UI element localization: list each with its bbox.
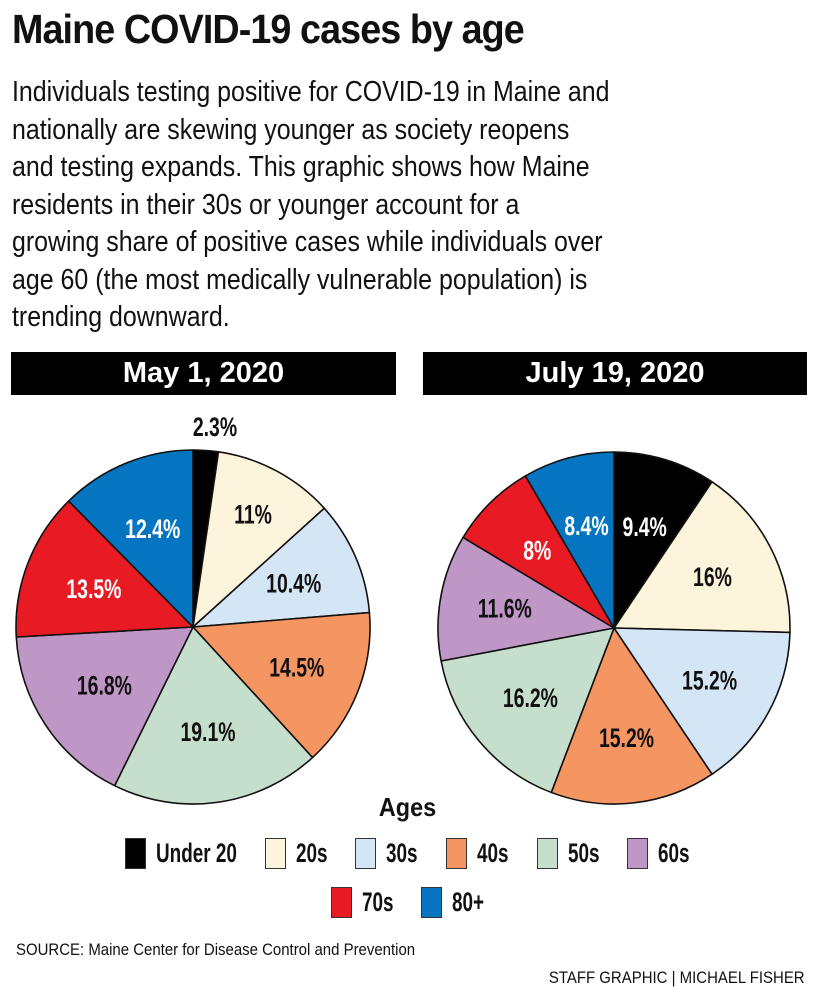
legend-item-30s: 30s xyxy=(355,838,418,869)
legend-row: 70s 80+ xyxy=(0,887,815,918)
pie-slice-80- xyxy=(67,449,194,628)
legend-label: 60s xyxy=(658,838,690,868)
legend-item-20s: 20s xyxy=(264,838,328,869)
pie-slice-20s xyxy=(613,481,791,634)
source-note: SOURCE: Maine Center for Disease Control… xyxy=(16,940,416,959)
pie-title-may: May 1, 2020 xyxy=(11,352,396,395)
pie-slice-50s xyxy=(113,626,314,805)
pie-slice-label: 9.4% xyxy=(623,512,667,542)
pie-slice-label: 15.2% xyxy=(599,723,654,753)
description-line: and testing expands. This graphic shows … xyxy=(12,151,590,183)
pie-slice-40s xyxy=(550,627,713,805)
legend-item-60s: 60s xyxy=(627,838,690,869)
pie-slice-label: 16.2% xyxy=(503,683,558,713)
legend-swatch xyxy=(330,887,352,918)
legend-item-80-: 80+ xyxy=(421,887,484,918)
legend-item-50s: 50s xyxy=(536,838,600,869)
pie-slice-label: 11% xyxy=(234,499,272,529)
legend-swatch xyxy=(627,838,649,869)
chart-description: Individuals testing positive for COVID-1… xyxy=(12,74,700,337)
pie-slice-80- xyxy=(524,451,615,629)
legend-item-under-20: Under 20 xyxy=(125,838,238,869)
pie-slice-label: 16% xyxy=(693,562,732,592)
legend-item-70s: 70s xyxy=(330,887,394,918)
pie-slice-label: 11.6% xyxy=(478,593,532,623)
pie-slice-30s xyxy=(613,627,791,775)
legend-swatch xyxy=(125,838,147,869)
description-line: trending downward. xyxy=(12,301,230,333)
pie-slice-under-20 xyxy=(613,451,713,629)
legend-title: Ages xyxy=(378,792,437,822)
pie-slice-label: 19.1% xyxy=(180,717,235,747)
pie-slice-60s xyxy=(15,626,194,787)
description-line: growing share of positive cases while in… xyxy=(12,226,603,258)
pie-slice-70s xyxy=(15,500,194,638)
pie-slice-40s xyxy=(192,611,371,759)
pie-slice-label: 10.4% xyxy=(266,568,321,598)
legend-label: 40s xyxy=(476,838,509,868)
legend-label: 50s xyxy=(567,838,600,868)
legend-item-40s: 40s xyxy=(445,838,509,869)
pie-slice-20s xyxy=(192,451,326,628)
pie-slice-label: 2.3% xyxy=(193,412,237,442)
pie-slice-30s xyxy=(192,507,371,628)
legend-swatch xyxy=(421,887,443,918)
legend-label: Under 20 xyxy=(156,838,238,868)
pie-slice-label: 8.4% xyxy=(564,511,608,541)
legend-label: 30s xyxy=(386,838,418,868)
legend-label: 70s xyxy=(361,887,394,917)
legend-swatch xyxy=(445,838,467,869)
legend-swatch xyxy=(355,838,377,869)
pie-slice-60s xyxy=(437,536,615,662)
legend-swatch xyxy=(264,838,286,869)
pie-title-july: July 19, 2020 xyxy=(423,352,807,395)
pie-july-2020: 9.4% 16% 15.2% 15.2% 16.2% 11.6% 8% 8.4% xyxy=(437,451,791,805)
description-line: nationally are skewing younger as societ… xyxy=(12,113,570,146)
pie-slice-label: 8% xyxy=(523,535,551,565)
description-line: Individuals testing positive for COVID-1… xyxy=(12,76,610,108)
description-line: residents in their 30s or younger accoun… xyxy=(12,188,520,221)
pie-slice-label: 14.5% xyxy=(269,653,324,683)
pie-slice-label: 12.4% xyxy=(125,514,180,544)
pie-slice-50s xyxy=(440,627,615,794)
pie-slice-label: 13.5% xyxy=(66,574,121,604)
pie-slice-label: 16.8% xyxy=(77,670,132,700)
credit-note: STAFF GRAPHIC | MICHAEL FISHER xyxy=(549,968,805,987)
legend-label: 80+ xyxy=(452,887,485,917)
legend-swatch xyxy=(536,838,558,869)
legend-row: Under 20 20s 30s 40s 50s 60s xyxy=(0,838,815,869)
legend-label: 20s xyxy=(295,838,328,868)
chart-title: Maine COVID-19 cases by age xyxy=(12,6,525,52)
description-line: age 60 (the most medically vulnerable po… xyxy=(12,263,588,296)
pie-slice-70s xyxy=(462,475,615,629)
pie-slice-label: 15.2% xyxy=(682,665,737,695)
pie-may-2020: 2.3% 11% 10.4% 14.5% 19.1% 16.8% 13.5%12.4% xyxy=(15,412,371,805)
